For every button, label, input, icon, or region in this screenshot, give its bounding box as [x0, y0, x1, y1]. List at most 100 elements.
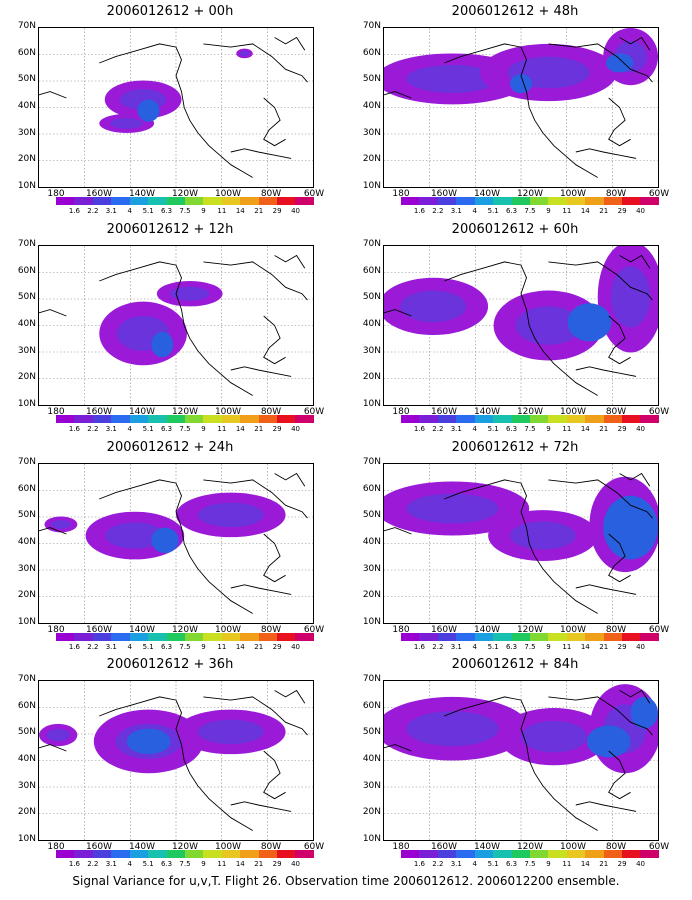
colorbar-label: 21	[599, 425, 609, 433]
colorbar-swatch	[456, 197, 475, 205]
colorbar-label: 40	[636, 207, 646, 215]
lat-tick-label: 70N	[17, 674, 36, 684]
lon-tick-label: 60W	[303, 625, 325, 635]
coastline	[608, 750, 631, 800]
colorbar-label: 14	[580, 860, 590, 868]
variance-region-mid	[406, 711, 499, 747]
lon-tick-label: 60W	[303, 189, 325, 199]
colorbar-swatch	[585, 850, 604, 858]
variance-region-mid	[510, 521, 576, 550]
variance-core	[630, 696, 658, 729]
variance-region-mid	[406, 64, 499, 93]
colorbar-swatch	[166, 633, 185, 641]
colorbar-swatch	[529, 850, 549, 858]
colorbar-label: 6.3	[160, 207, 173, 215]
coastline	[274, 254, 306, 269]
lon-tick-label: 100W	[559, 189, 587, 199]
colorbar-label: 11	[562, 207, 572, 215]
coastline	[384, 91, 412, 99]
colorbar-swatch	[622, 850, 641, 858]
colorbar-swatch	[401, 415, 420, 423]
colorbar-swatch	[240, 633, 259, 641]
lat-tick-label: 60N	[17, 265, 36, 276]
colorbar-swatch	[419, 415, 438, 423]
map-canvas	[39, 464, 313, 623]
coastline	[384, 309, 412, 317]
colorbar-label: 5.1	[487, 643, 499, 651]
coastline	[274, 472, 306, 487]
coastline	[39, 527, 67, 535]
colorbar-swatch	[493, 415, 512, 423]
colorbar-label: 11	[217, 425, 227, 433]
lat-tick-label: 20N	[362, 807, 381, 818]
variance-core	[126, 728, 171, 755]
colorbar-label: 6.3	[505, 860, 518, 868]
colorbar-label: 1.6	[68, 425, 80, 433]
map-panel: 2006012612 + 36h 70N 60N 50N 40N 30N 20N 10N 180…	[5, 657, 335, 875]
coastline	[575, 366, 637, 377]
colorbar-swatch	[166, 850, 185, 858]
coastline	[548, 261, 653, 301]
colorbar-swatch	[56, 415, 75, 423]
colorbar-swatch	[295, 415, 314, 423]
lat-tick-label: 40N	[17, 537, 36, 547]
colorbar-label: 6.3	[160, 860, 173, 868]
lat-tick-label: 70N	[17, 457, 36, 467]
lon-tick-label: 180	[47, 189, 65, 199]
lat-tick-label: 10N	[362, 181, 381, 191]
colorbar-label: 9	[201, 207, 206, 215]
colorbar-swatch	[419, 197, 438, 205]
colorbar-swatch	[622, 633, 641, 641]
lon-tick-label: 140W	[473, 189, 501, 199]
coastline	[619, 254, 651, 269]
lon-tick-label: 100W	[214, 625, 242, 635]
colorbar-swatch	[622, 197, 641, 205]
colorbar-swatch	[456, 633, 475, 641]
coastline	[575, 584, 637, 595]
colorbar-swatch	[529, 197, 549, 205]
colorbar-label: 14	[580, 425, 590, 433]
colorbar-swatch	[148, 850, 167, 858]
lon-tick-label: 180	[392, 407, 410, 417]
colorbar-swatch	[277, 850, 296, 858]
coastline	[263, 533, 286, 583]
colorbar-swatch	[548, 415, 567, 423]
coastline	[608, 315, 631, 365]
colorbar-swatch	[295, 633, 314, 641]
colorbar-label: 21	[254, 425, 264, 433]
lon-tick-label: 100W	[214, 189, 242, 199]
lat-tick-label: 70N	[362, 674, 381, 684]
coastline	[444, 696, 598, 831]
variance-region-mid	[239, 50, 250, 57]
colorbar-swatch	[148, 415, 167, 423]
lon-tick-label: 100W	[214, 842, 242, 852]
coastline	[39, 91, 67, 99]
colorbar-label: 4	[127, 643, 132, 651]
colorbar-label: 29	[617, 425, 627, 433]
colorbar-swatch	[640, 633, 659, 641]
colorbar-swatch	[419, 633, 438, 641]
colorbar-swatch	[74, 415, 93, 423]
lon-tick-label: 160W	[430, 189, 458, 199]
colorbar-swatch	[640, 197, 659, 205]
lon-tick-label: 140W	[473, 407, 501, 417]
lat-tick-label: 60N	[362, 483, 381, 494]
colorbar-swatch	[92, 197, 112, 205]
colorbar-label: 6.3	[505, 207, 518, 215]
lat-tick-label: 20N	[17, 372, 36, 383]
colorbar-swatch	[56, 633, 75, 641]
variance-core	[151, 331, 174, 358]
coastline	[203, 696, 308, 736]
panel-title: 2006012612 + 24h	[106, 440, 234, 455]
lat-tick-label: 50N	[17, 510, 36, 521]
lon-tick-label: 160W	[85, 625, 113, 635]
lat-tick-label: 40N	[362, 101, 381, 111]
coastline	[548, 43, 653, 83]
lat-tick-label: 30N	[362, 563, 381, 574]
map-area	[383, 27, 659, 188]
colorbar-swatch	[203, 415, 222, 423]
colorbar-label: 3.1	[105, 207, 117, 215]
colorbar-swatch	[437, 415, 457, 423]
lon-tick-label: 140W	[128, 407, 156, 417]
colorbar-swatch	[203, 850, 222, 858]
